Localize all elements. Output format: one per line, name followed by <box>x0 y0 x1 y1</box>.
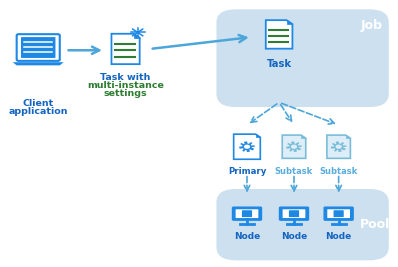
FancyBboxPatch shape <box>283 209 305 218</box>
FancyBboxPatch shape <box>217 9 389 107</box>
Polygon shape <box>346 135 350 138</box>
Text: Subtask: Subtask <box>275 167 313 176</box>
FancyBboxPatch shape <box>236 209 258 218</box>
Text: Task with: Task with <box>100 73 151 82</box>
Text: Primary: Primary <box>228 167 266 176</box>
FancyBboxPatch shape <box>324 207 353 220</box>
Text: Node: Node <box>326 232 352 241</box>
Circle shape <box>336 145 342 149</box>
FancyBboxPatch shape <box>334 210 344 217</box>
Polygon shape <box>256 134 260 137</box>
Text: application: application <box>8 107 68 116</box>
Text: Pool: Pool <box>360 218 390 231</box>
Polygon shape <box>331 142 347 152</box>
FancyBboxPatch shape <box>17 34 60 61</box>
Text: settings: settings <box>104 89 147 98</box>
Polygon shape <box>13 62 64 65</box>
Circle shape <box>244 145 250 149</box>
FancyBboxPatch shape <box>232 207 261 220</box>
Text: Node: Node <box>234 232 260 241</box>
Polygon shape <box>111 34 140 64</box>
Text: multi-instance: multi-instance <box>87 81 164 90</box>
Text: Client: Client <box>23 99 54 108</box>
Circle shape <box>291 145 297 149</box>
FancyBboxPatch shape <box>21 37 55 58</box>
Polygon shape <box>327 135 350 158</box>
Polygon shape <box>239 142 255 152</box>
Polygon shape <box>287 20 293 24</box>
FancyBboxPatch shape <box>217 189 389 260</box>
Text: Job: Job <box>360 19 382 32</box>
Polygon shape <box>286 142 302 152</box>
Polygon shape <box>266 20 293 49</box>
Text: Subtask: Subtask <box>320 167 358 176</box>
Polygon shape <box>134 34 140 38</box>
FancyBboxPatch shape <box>289 210 299 217</box>
FancyBboxPatch shape <box>242 210 252 217</box>
Text: Node: Node <box>281 232 307 241</box>
FancyBboxPatch shape <box>279 207 308 220</box>
Polygon shape <box>301 135 306 138</box>
FancyBboxPatch shape <box>327 209 350 218</box>
Polygon shape <box>282 135 306 158</box>
Text: Task: Task <box>267 59 292 69</box>
Polygon shape <box>234 134 260 159</box>
